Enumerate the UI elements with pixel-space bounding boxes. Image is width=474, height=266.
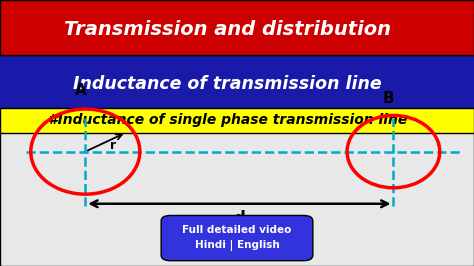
Text: d: d: [233, 210, 246, 228]
FancyBboxPatch shape: [161, 215, 313, 261]
Text: Inductance of transmission line: Inductance of transmission line: [73, 74, 382, 93]
FancyBboxPatch shape: [0, 0, 474, 59]
FancyBboxPatch shape: [0, 56, 474, 112]
FancyBboxPatch shape: [0, 108, 474, 133]
Text: Transmission and distribution: Transmission and distribution: [64, 20, 391, 39]
Text: Full detailed video: Full detailed video: [182, 226, 292, 235]
Text: #Inductance of single phase transmission line: #Inductance of single phase transmission…: [48, 113, 407, 127]
Text: B: B: [383, 91, 394, 106]
Text: A: A: [75, 84, 86, 98]
Text: Hindi | English: Hindi | English: [195, 240, 279, 251]
FancyBboxPatch shape: [0, 110, 474, 266]
Text: r: r: [110, 139, 116, 152]
